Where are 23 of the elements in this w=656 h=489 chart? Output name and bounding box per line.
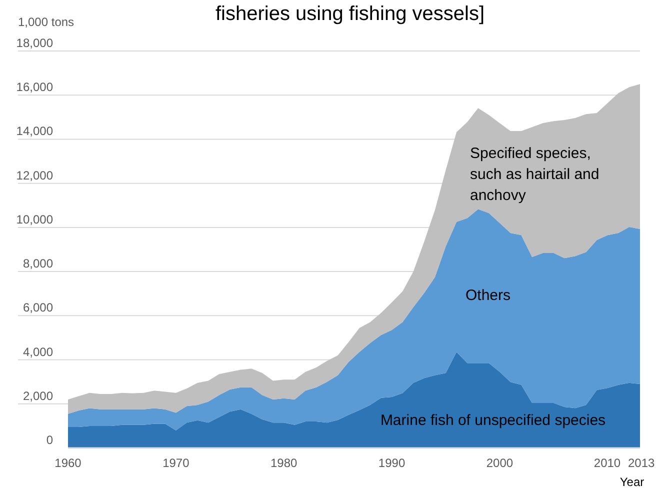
x-tick-label: 1970 [162,456,190,470]
y-axis-title: 1,000 tons [18,15,74,29]
x-tick-label: 1990 [378,456,406,470]
x-axis-title: Year [620,475,644,489]
chart-title: fisheries using fishing vessels] [215,3,485,25]
y-tick-label: 16,000 [16,80,54,94]
series-label: Marine fish of unspecified species [380,412,606,429]
y-tick-label: 6,000 [22,300,54,315]
series-label: Specified species, such as hairtail and anchovy [470,145,600,204]
x-tick-label: 2010 [594,456,621,470]
y-tick-label: 18,000 [16,36,54,50]
x-tick-label: 1960 [54,456,82,470]
y-tick-label: 0 [46,433,54,447]
y-tick-label: 2,000 [22,388,54,403]
y-tick-label: 12,000 [16,168,54,182]
series-label: Others [465,287,511,304]
y-tick-label: 4,000 [22,344,54,359]
y-tick-label: 14,000 [16,124,54,138]
y-tick-label: 8,000 [22,256,54,271]
y-tick-label: 10,000 [16,212,54,226]
x-tick-label: 1980 [270,456,298,470]
x-tick-label: 2000 [486,456,514,470]
x-tick-label: 2013 [628,456,656,470]
